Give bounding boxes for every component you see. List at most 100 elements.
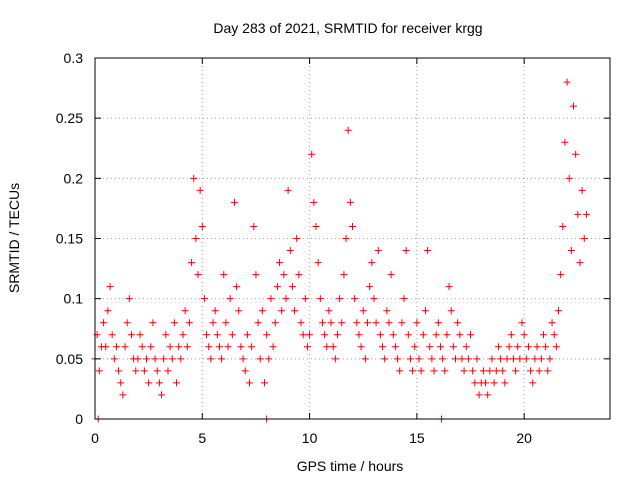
data-point: [108, 331, 116, 339]
data-point: [497, 355, 505, 363]
data-point: [400, 295, 408, 303]
data-point: [417, 367, 425, 375]
data-point: [544, 367, 552, 375]
data-point: [572, 150, 580, 158]
data-point: [421, 307, 429, 315]
data-point: [192, 235, 200, 242]
data-point: [230, 198, 238, 206]
data-point: [261, 379, 269, 387]
data-point: [479, 367, 487, 375]
data-point: [183, 343, 191, 351]
data-point: [570, 102, 578, 110]
data-point: [428, 355, 436, 363]
data-point: [464, 355, 472, 363]
x-tick-label: 0: [91, 430, 99, 446]
data-point: [432, 331, 440, 339]
data-point: [351, 295, 359, 303]
data-point: [263, 331, 271, 339]
data-point: [258, 307, 266, 315]
data-point: [237, 343, 245, 351]
data-point: [467, 331, 475, 339]
data-point: [439, 355, 447, 363]
data-point: [353, 319, 361, 327]
data-point: [374, 247, 382, 255]
data-point: [112, 343, 120, 351]
data-point: [507, 331, 515, 339]
data-point: [162, 331, 170, 339]
data-point: [342, 235, 350, 242]
data-point: [115, 367, 123, 375]
data-point: [357, 343, 365, 351]
data-point: [391, 343, 399, 351]
data-point: [297, 319, 305, 327]
data-point: [516, 355, 524, 363]
data-point: [533, 343, 541, 351]
data-point: [160, 355, 168, 363]
data-point: [151, 355, 159, 363]
data-point: [522, 355, 530, 363]
data-point: [503, 355, 511, 363]
data-point: [555, 307, 562, 315]
data-point: [340, 271, 348, 279]
data-point: [333, 331, 341, 339]
data-point: [233, 283, 241, 291]
data-point: [185, 319, 193, 327]
data-point: [471, 379, 479, 387]
data-point: [271, 319, 279, 327]
data-point: [346, 198, 354, 206]
data-point: [291, 307, 299, 315]
data-point: [222, 319, 230, 327]
data-point: [387, 271, 395, 279]
data-point: [308, 150, 316, 158]
data-point: [460, 367, 468, 375]
data-point: [344, 126, 352, 134]
data-point: [205, 343, 213, 351]
data-point: [462, 343, 470, 351]
data-point: [239, 355, 247, 363]
data-point: [557, 271, 565, 279]
data-point: [226, 295, 234, 303]
y-tick-label: 0.2: [64, 170, 84, 186]
data-point: [177, 355, 185, 363]
grid: [95, 58, 610, 419]
data-point: [509, 355, 517, 363]
data-point: [364, 319, 372, 327]
data-point: [215, 343, 223, 351]
data-point: [106, 283, 114, 291]
data-point: [220, 271, 228, 279]
data-point: [488, 355, 496, 363]
data-point: [278, 307, 286, 315]
data-point: [265, 355, 273, 363]
data-point: [331, 355, 339, 363]
data-point: [580, 235, 588, 242]
y-tick-label: 0.3: [64, 50, 84, 66]
data-point: [398, 319, 406, 327]
data-point: [537, 355, 545, 363]
data-point: [170, 319, 178, 327]
data-point: [325, 307, 333, 315]
data-point: [559, 222, 567, 230]
data-point: [406, 355, 414, 363]
x-tick-label: 20: [516, 430, 532, 446]
y-axis-label: SRMTID / TECUs: [6, 183, 22, 293]
data-point: [499, 367, 507, 375]
data-point: [482, 379, 490, 387]
data-point: [168, 355, 176, 363]
data-point: [361, 355, 369, 363]
data-point: [426, 343, 434, 351]
data-point: [267, 295, 275, 303]
data-point: [303, 343, 311, 351]
data-point: [301, 295, 309, 303]
data-point: [181, 307, 189, 315]
data-point: [276, 259, 284, 267]
data-point: [389, 331, 397, 339]
data-point: [321, 331, 329, 339]
data-point: [252, 271, 260, 279]
data-point: [280, 271, 288, 279]
y-tick-label: 0.1: [64, 291, 84, 307]
y-tick-label: 0: [75, 411, 83, 427]
data-point: [327, 319, 335, 327]
data-point: [338, 319, 346, 327]
data-point: [409, 367, 417, 375]
